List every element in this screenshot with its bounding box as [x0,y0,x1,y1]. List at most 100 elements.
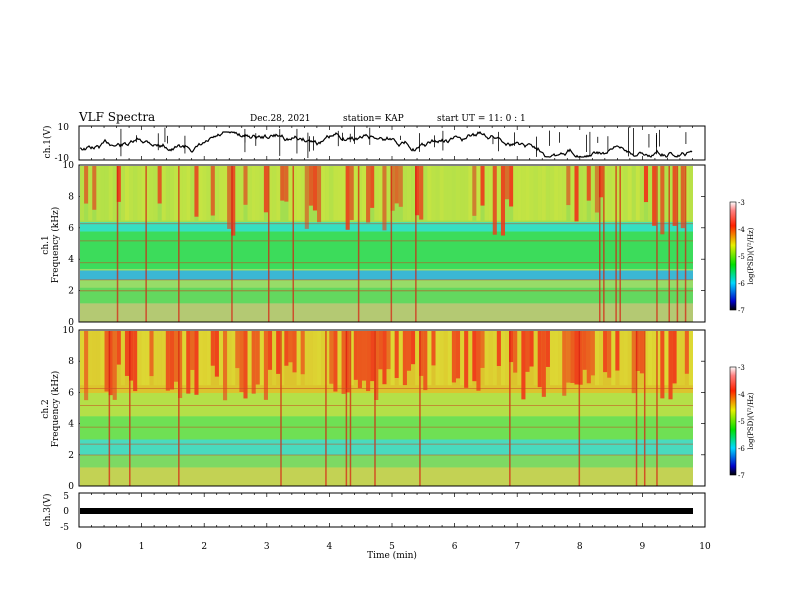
ch2-spectrogram-image [80,331,693,486]
spectral-speckle [272,166,277,221]
spectral-burst [292,331,297,373]
spectral-speckle [218,331,224,386]
spectral-burst [521,331,526,400]
spectral-burst [660,166,665,235]
spectral-burst [84,166,89,204]
spectral-burst [263,166,268,213]
spectral-burst [635,331,640,371]
spectral-speckle [623,331,628,386]
spectral-burst [590,331,595,376]
spectral-speckle [431,166,436,221]
spectral-speckle [517,166,522,221]
spectral-speckle [337,331,342,386]
spectral-burst [112,331,117,400]
spectral-speckle [668,166,673,221]
spectral-speckle [582,166,587,221]
spectral-speckle [255,166,260,221]
spectral-burst [173,331,179,382]
xtick-2: 2 [201,542,207,552]
spectral-speckle [92,331,97,386]
spectral-burst [104,331,109,392]
spectral-burst [586,166,591,201]
spectral-speckle [607,166,612,221]
spectral-speckle [276,166,281,221]
spectral-speckle [321,166,326,221]
spectral-speckle [312,331,318,386]
spectral-burst [394,166,399,204]
spectral-speckle [680,331,685,386]
spectral-speckle [353,166,358,221]
spectral-band [80,303,693,322]
ch1-spectrogram-image [80,166,693,322]
spectral-speckle [488,331,493,386]
spectral-burst [210,331,215,366]
ch2-spec-ylabel: Frequency (kHz) [50,371,61,448]
ch3-ytick-mid: 0 [63,507,69,517]
spectral-speckle [415,331,420,386]
spectral-spike [578,331,581,486]
ch1-waveform-panel: ch.1(V) 10 -10 [42,123,706,164]
spectral-speckle [688,331,693,386]
spectral-speckle [153,166,158,221]
spectral-speckle [357,166,362,221]
ch2-spectrogram-panel: ch.2 Frequency (kHz) 0 2 4 6 8 10 -3 -4 -5 -6… [41,326,755,492]
spectral-burst [672,331,677,384]
spectral-burst [267,331,273,370]
spectral-band [80,455,693,468]
ch3-waveform-panel: ch.3(V) 5 0 -5 [42,492,706,533]
ch1-cb-tick-m7: -7 [738,307,745,315]
spectral-spike [292,166,295,322]
spectral-band [80,416,693,440]
spectral-burst [149,331,154,377]
spectral-speckle [186,166,191,221]
spectral-burst [509,331,514,363]
spectral-speckle [173,166,179,221]
xtick-7: 7 [514,542,520,552]
spectral-burst [280,166,285,201]
spectral-speckle [247,331,252,386]
spectral-burst [374,331,379,400]
spectral-speckle [406,166,412,221]
xtick-6: 6 [452,542,458,552]
spectral-burst [419,166,424,220]
spectral-burst [361,331,367,381]
spectral-speckle [439,166,444,221]
spectral-burst [603,331,608,373]
spectral-speckle [202,331,207,386]
spectral-burst [574,166,579,222]
ytick-label: 0 [68,318,74,328]
ch1-colorbar-label: log(PSD)(V²/Hz) [747,227,755,284]
spectral-speckle [157,331,162,386]
spectral-burst [386,331,391,370]
spectral-spike [635,331,638,486]
spectral-speckle [570,166,575,221]
start-time-label: start UT = 11: 0 : 1 [437,114,526,124]
ch1-spec-frame [78,164,706,323]
spectral-speckle [623,166,628,221]
spectral-speckle [643,331,649,386]
spectral-speckle [321,331,326,386]
ch1-cb-tick-m6: -6 [738,280,745,288]
xtick-9: 9 [640,542,646,552]
ch1-spec-ylabel: Frequency (kHz) [50,207,61,284]
spectral-speckle [304,331,309,386]
spectral-burst [411,331,416,365]
spectral-spike [615,166,617,322]
spectral-speckle [590,166,595,221]
spectral-burst [366,166,371,223]
spectral-speckle [280,331,285,386]
spectral-burst [133,331,138,392]
spectral-burst [480,166,485,206]
spectral-spike [643,331,646,486]
spectral-speckle [664,166,669,221]
spectral-burst [680,166,685,229]
spectral-speckle [460,331,465,386]
spectral-burst [329,331,334,384]
spectral-burst [509,166,514,207]
spectral-speckle [141,166,146,221]
spectral-speckle [443,166,448,221]
spectral-speckle [218,166,224,221]
spectral-speckle [96,166,101,221]
spectral-burst [341,331,346,394]
spectral-spike [603,166,605,322]
